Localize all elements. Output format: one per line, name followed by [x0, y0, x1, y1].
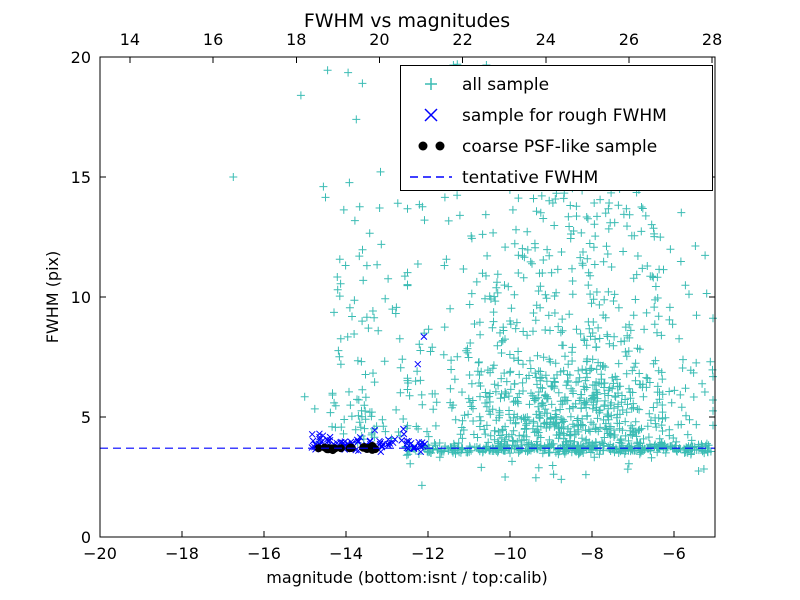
- y-tick-label: 0: [81, 528, 91, 547]
- x-tick-label: −12: [411, 544, 445, 563]
- legend-label: all sample: [462, 75, 549, 95]
- top-tick-label: 14: [120, 30, 140, 49]
- plus-marker-icon: [425, 78, 437, 90]
- y-tick-label: 15: [71, 168, 91, 187]
- y-tick-label: 10: [71, 288, 91, 307]
- psf-sample-point: [314, 444, 323, 453]
- x-tick-label: −20: [83, 544, 117, 563]
- dot-marker-icon: [435, 141, 445, 151]
- y-axis-label: FWHM (pix): [43, 251, 62, 344]
- legend: all sample sample for rough FWHM coarse PS…: [400, 65, 713, 191]
- psf-sample-point: [323, 445, 332, 454]
- x-tick-label: −14: [329, 544, 363, 563]
- y-tick-label: 5: [81, 408, 91, 427]
- chart-title: FWHM vs magnitudes: [304, 10, 510, 32]
- top-tick-label: 26: [619, 30, 639, 49]
- legend-label: tentative FWHM: [462, 168, 598, 188]
- axis-ticks: −20 −18 −16 −14 −12 −10 −8 −6 0 5 10 15 20 14 16 18 20 22…: [71, 30, 723, 563]
- top-tick-label: 22: [452, 30, 472, 49]
- x-marker-icon: [424, 108, 438, 122]
- x-tick-label: −10: [493, 544, 527, 563]
- x-tick-label: −16: [247, 544, 281, 563]
- legend-box: [400, 65, 713, 191]
- x-tick-label: −18: [165, 544, 199, 563]
- dot-marker-icon: [418, 141, 428, 151]
- top-tick-label: 16: [203, 30, 223, 49]
- legend-label: coarse PSF-like sample: [462, 137, 657, 157]
- x-axis-label: magnitude (bottom:isnt / top:calib): [266, 568, 547, 587]
- top-tick-label: 20: [369, 30, 389, 49]
- top-tick-label: 24: [536, 30, 556, 49]
- y-tick-label: 20: [71, 48, 91, 67]
- x-tick-label: −6: [662, 544, 686, 563]
- top-tick-label: 28: [702, 30, 722, 49]
- x-tick-label: −8: [580, 544, 604, 563]
- legend-label: sample for rough FWHM: [462, 106, 667, 126]
- top-tick-label: 18: [286, 30, 306, 49]
